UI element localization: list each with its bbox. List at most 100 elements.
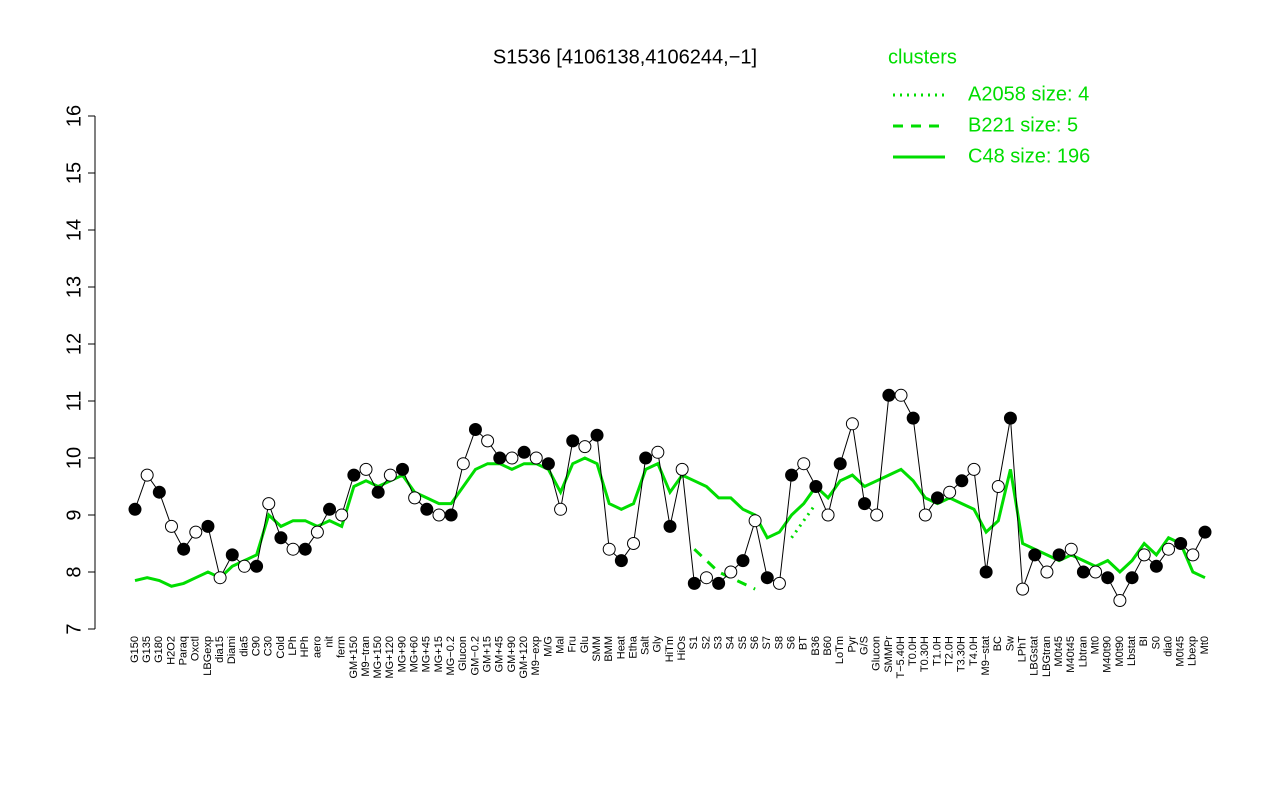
data-point xyxy=(602,542,616,556)
x-tick-label: S8 xyxy=(773,636,785,649)
x-tick-label: LBGstat xyxy=(1029,636,1041,676)
x-tick-label: M0t45 xyxy=(1053,636,1065,667)
x-tick-label: Lbstat xyxy=(1126,636,1138,666)
x-tick-label: BMM xyxy=(603,636,615,662)
data-point xyxy=(870,508,884,522)
x-tick-label: Pyr xyxy=(846,636,858,653)
data-point xyxy=(383,468,397,482)
x-tick-label: S3 xyxy=(713,636,725,649)
data-point xyxy=(298,542,312,556)
x-tick-label: S0 xyxy=(1150,636,1162,649)
data-point xyxy=(177,542,191,556)
data-point xyxy=(614,554,628,568)
x-tick-label: aero xyxy=(311,636,323,658)
data-point xyxy=(687,576,701,590)
data-point xyxy=(250,559,264,573)
x-tick-label: GM+45 xyxy=(494,636,506,672)
data-point xyxy=(1052,548,1066,562)
data-point xyxy=(201,519,215,533)
x-tick-label: B36 xyxy=(810,636,822,656)
data-point xyxy=(529,451,543,465)
data-point xyxy=(1174,537,1188,550)
data-point xyxy=(1089,565,1103,579)
x-tick-label: Salt xyxy=(640,636,652,655)
x-tick-label: T3.30H xyxy=(956,636,968,672)
data-point xyxy=(797,457,811,471)
x-tick-label: M40t45 xyxy=(1065,636,1077,673)
data-point xyxy=(955,474,969,488)
x-tick-label: Oxctl xyxy=(190,636,202,661)
data-point xyxy=(712,576,726,590)
x-tick-label: Mal xyxy=(554,636,566,654)
data-point xyxy=(1198,525,1212,539)
x-tick-label: MG+15 xyxy=(433,636,445,672)
x-tick-label: GM+150 xyxy=(348,636,360,679)
x-tick-label: S2 xyxy=(700,636,712,649)
x-tick-label: LBGtran xyxy=(1041,636,1053,677)
data-point xyxy=(274,531,288,545)
x-tick-label: Heat xyxy=(615,636,627,659)
legend-label: C48 size: 196 xyxy=(968,145,1090,167)
data-point xyxy=(1028,548,1042,562)
data-point xyxy=(1186,548,1200,562)
data-point xyxy=(1113,594,1127,607)
data-point xyxy=(627,537,641,550)
x-tick-label: M9−tran xyxy=(360,636,372,677)
x-tick-label: SMM xyxy=(591,636,603,662)
data-point xyxy=(396,462,409,476)
x-tick-label: M40t90 xyxy=(1102,636,1114,673)
x-tick-label: S1 xyxy=(688,636,700,649)
x-tick-label: C30 xyxy=(263,636,275,656)
cluster-line xyxy=(790,502,818,539)
x-tick-label: HPh xyxy=(299,636,311,657)
x-tick-label: MG+45 xyxy=(421,636,433,672)
x-tick-label: M0t90 xyxy=(1114,636,1126,667)
data-point xyxy=(225,548,239,562)
x-tick-label: S7 xyxy=(761,636,773,649)
data-point xyxy=(809,480,823,493)
x-tick-label: S4 xyxy=(725,636,737,649)
data-point xyxy=(347,468,361,482)
x-tick-label: M9−stat xyxy=(980,636,992,675)
y-tick-label: 13 xyxy=(63,276,85,298)
x-tick-label: Glucon xyxy=(457,636,469,671)
x-tick-label: Cold xyxy=(275,636,287,659)
legend-title: clusters xyxy=(888,46,957,68)
data-point xyxy=(505,451,519,465)
data-point xyxy=(420,502,434,516)
data-point xyxy=(541,457,555,471)
x-tick-label: GM+90 xyxy=(506,636,518,672)
x-tick-label: T4.0H xyxy=(968,636,980,666)
data-point xyxy=(736,554,750,568)
x-tick-label: MG+90 xyxy=(396,636,408,672)
data-point xyxy=(1101,571,1115,585)
data-point xyxy=(1076,565,1090,579)
x-tick-label: MG+150 xyxy=(372,636,384,679)
x-tick-label: T2.0H xyxy=(944,636,956,666)
x-tick-label: Diami xyxy=(226,636,238,664)
data-point xyxy=(566,434,580,448)
x-tick-label: Mt0 xyxy=(1089,636,1101,654)
data-point xyxy=(1016,582,1030,596)
data-point xyxy=(991,480,1005,493)
data-point xyxy=(675,462,689,476)
y-tick-label: 8 xyxy=(63,566,85,577)
x-tick-label: MG+60 xyxy=(409,636,421,672)
x-tick-label: MG+120 xyxy=(384,636,396,679)
x-tick-label: Glucon xyxy=(871,636,883,671)
x-tick-label: GM+15 xyxy=(482,636,494,672)
data-point xyxy=(943,485,957,499)
data-point xyxy=(724,565,738,579)
data-point xyxy=(323,502,337,516)
y-tick-label: 15 xyxy=(63,162,85,184)
y-tick-label: 12 xyxy=(63,333,85,355)
x-tick-label: T0.30H xyxy=(919,636,931,672)
data-point xyxy=(1149,559,1163,573)
data-point xyxy=(1064,542,1078,556)
x-tick-label: Sw xyxy=(1004,636,1016,651)
data-point xyxy=(481,434,495,448)
data-point xyxy=(590,428,604,442)
x-tick-label: M/G xyxy=(542,636,554,657)
x-tick-label: S6 xyxy=(785,636,797,649)
